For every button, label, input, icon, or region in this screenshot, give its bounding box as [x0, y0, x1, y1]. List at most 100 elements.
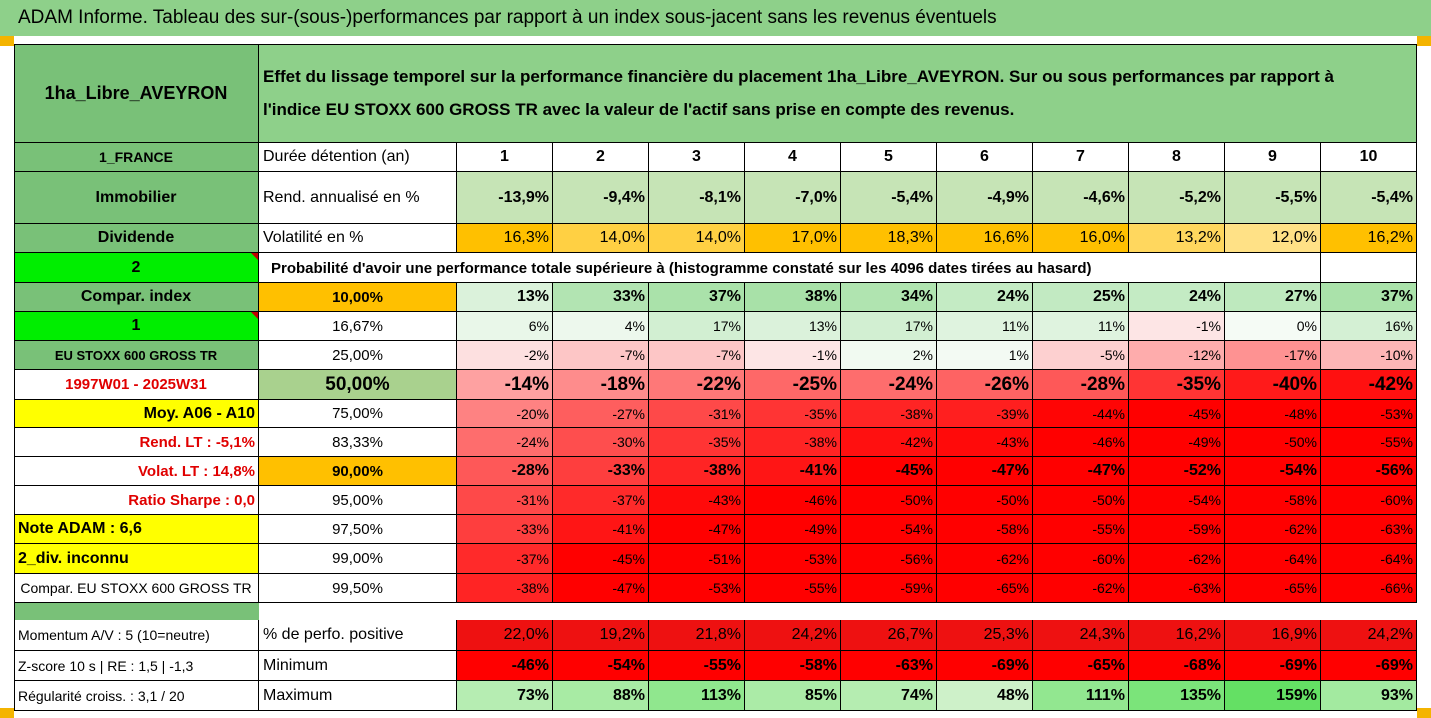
maximum-value: 113% — [649, 681, 745, 711]
percentile-value: -39% — [937, 400, 1033, 428]
positive-value: 16,2% — [1129, 620, 1225, 651]
percentile-value: -55% — [1321, 428, 1417, 457]
percentile-value: -53% — [745, 544, 841, 574]
percentile-value: 17% — [649, 312, 745, 341]
label-r11: Volat. LT : 14,8% — [14, 457, 259, 486]
percentile-value: -62% — [1129, 544, 1225, 574]
volatility-value: 14,0% — [649, 224, 745, 253]
year-header: 1 — [457, 143, 553, 172]
percentile-value: -55% — [745, 574, 841, 603]
maximum-value: 135% — [1129, 681, 1225, 711]
percentile-value: -20% — [457, 400, 553, 428]
percentile-value: -30% — [553, 428, 649, 457]
percentile-value: -24% — [841, 370, 937, 400]
minimum-value: -63% — [841, 651, 937, 681]
minimum-value: -58% — [745, 651, 841, 681]
asset-name: 1ha_Libre_AVEYRON — [14, 44, 259, 143]
percentile-value: -50% — [1033, 486, 1129, 515]
positive-label: % de perfo. positive — [259, 620, 457, 651]
return-value: -7,0% — [745, 172, 841, 224]
percentile-label: 95,00% — [259, 486, 457, 515]
probability-caption: Probabilité d'avoir une performance tota… — [271, 259, 1092, 277]
percentile-value: -40% — [1225, 370, 1321, 400]
percentile-value: -58% — [1225, 486, 1321, 515]
percentile-label: 90,00% — [259, 457, 457, 486]
percentile-value: 0% — [1225, 312, 1321, 341]
percentile-value: -41% — [745, 457, 841, 486]
year-header: 6 — [937, 143, 1033, 172]
percentile-value: -14% — [457, 370, 553, 400]
return-value: -5,2% — [1129, 172, 1225, 224]
percentile-value: -52% — [1129, 457, 1225, 486]
percentile-value: -31% — [457, 486, 553, 515]
volatility-value: 13,2% — [1129, 224, 1225, 253]
percentile-value: -28% — [1033, 370, 1129, 400]
maximum-value: 73% — [457, 681, 553, 711]
percentile-value: 37% — [649, 283, 745, 312]
percentile-value: 37% — [1321, 283, 1417, 312]
percentile-value: 38% — [745, 283, 841, 312]
minimum-value: -54% — [553, 651, 649, 681]
empty-cell — [1321, 253, 1417, 283]
percentile-value: -65% — [937, 574, 1033, 603]
percentile-value: -45% — [841, 457, 937, 486]
year-header: 7 — [1033, 143, 1129, 172]
positive-value: 25,3% — [937, 620, 1033, 651]
percentile-value: 1% — [937, 341, 1033, 370]
year-header: 8 — [1129, 143, 1225, 172]
year-header: 3 — [649, 143, 745, 172]
percentile-value: -64% — [1321, 544, 1417, 574]
maximum-value: 111% — [1033, 681, 1129, 711]
percentile-value: -66% — [1321, 574, 1417, 603]
label-r18: Z-score 10 s | RE : 1,5 | -1,3 — [14, 651, 259, 681]
corner-marker — [0, 708, 14, 718]
percentile-value: -38% — [457, 574, 553, 603]
label-r8: 1997W01 - 2025W31 — [14, 370, 259, 400]
holding-label: Durée détention (an) — [259, 143, 457, 172]
percentile-value: 24% — [1129, 283, 1225, 312]
percentile-value: -64% — [1225, 544, 1321, 574]
report-title: ADAM Informe. Tableau des sur-(sous-)per… — [0, 0, 1431, 36]
percentile-value: -47% — [937, 457, 1033, 486]
percentile-value: -24% — [457, 428, 553, 457]
percentile-value: -43% — [649, 486, 745, 515]
percentile-value: -63% — [1321, 515, 1417, 544]
volatility-label: Volatilité en % — [259, 224, 457, 253]
percentile-value: -62% — [1225, 515, 1321, 544]
percentile-value: -38% — [841, 400, 937, 428]
return-value: -9,4% — [553, 172, 649, 224]
percentile-value: -59% — [841, 574, 937, 603]
return-value: -4,6% — [1033, 172, 1129, 224]
volatility-value: 16,3% — [457, 224, 553, 253]
percentile-value: -49% — [745, 515, 841, 544]
percentile-value: -51% — [649, 544, 745, 574]
percentile-value: -31% — [649, 400, 745, 428]
positive-value: 26,7% — [841, 620, 937, 651]
percentile-value: -50% — [1225, 428, 1321, 457]
percentile-value: -59% — [1129, 515, 1225, 544]
description-line: l'indice EU STOXX 600 GROSS TR avec la v… — [263, 100, 1015, 119]
percentile-value: -25% — [745, 370, 841, 400]
percentile-value: 34% — [841, 283, 937, 312]
minimum-value: -65% — [1033, 651, 1129, 681]
label-r19: Régularité croiss. : 3,1 / 20 — [14, 681, 259, 711]
percentile-value: -17% — [1225, 341, 1321, 370]
volatility-value: 16,0% — [1033, 224, 1129, 253]
year-header: 4 — [745, 143, 841, 172]
minimum-label: Minimum — [259, 651, 457, 681]
label-r2: Immobilier — [14, 172, 259, 224]
percentile-value: -46% — [1033, 428, 1129, 457]
maximum-value: 48% — [937, 681, 1033, 711]
corner-marker — [1417, 708, 1431, 718]
percentile-value: -56% — [841, 544, 937, 574]
percentile-value: -62% — [1033, 574, 1129, 603]
label-r5: Compar. index — [14, 283, 259, 312]
percentile-value: 27% — [1225, 283, 1321, 312]
minimum-value: -69% — [1321, 651, 1417, 681]
label-r1: 1_FRANCE — [14, 143, 259, 172]
return-value: -8,1% — [649, 172, 745, 224]
year-header: 10 — [1321, 143, 1417, 172]
percentile-value: -53% — [1321, 400, 1417, 428]
return-value: -13,9% — [457, 172, 553, 224]
percentile-value: -62% — [937, 544, 1033, 574]
